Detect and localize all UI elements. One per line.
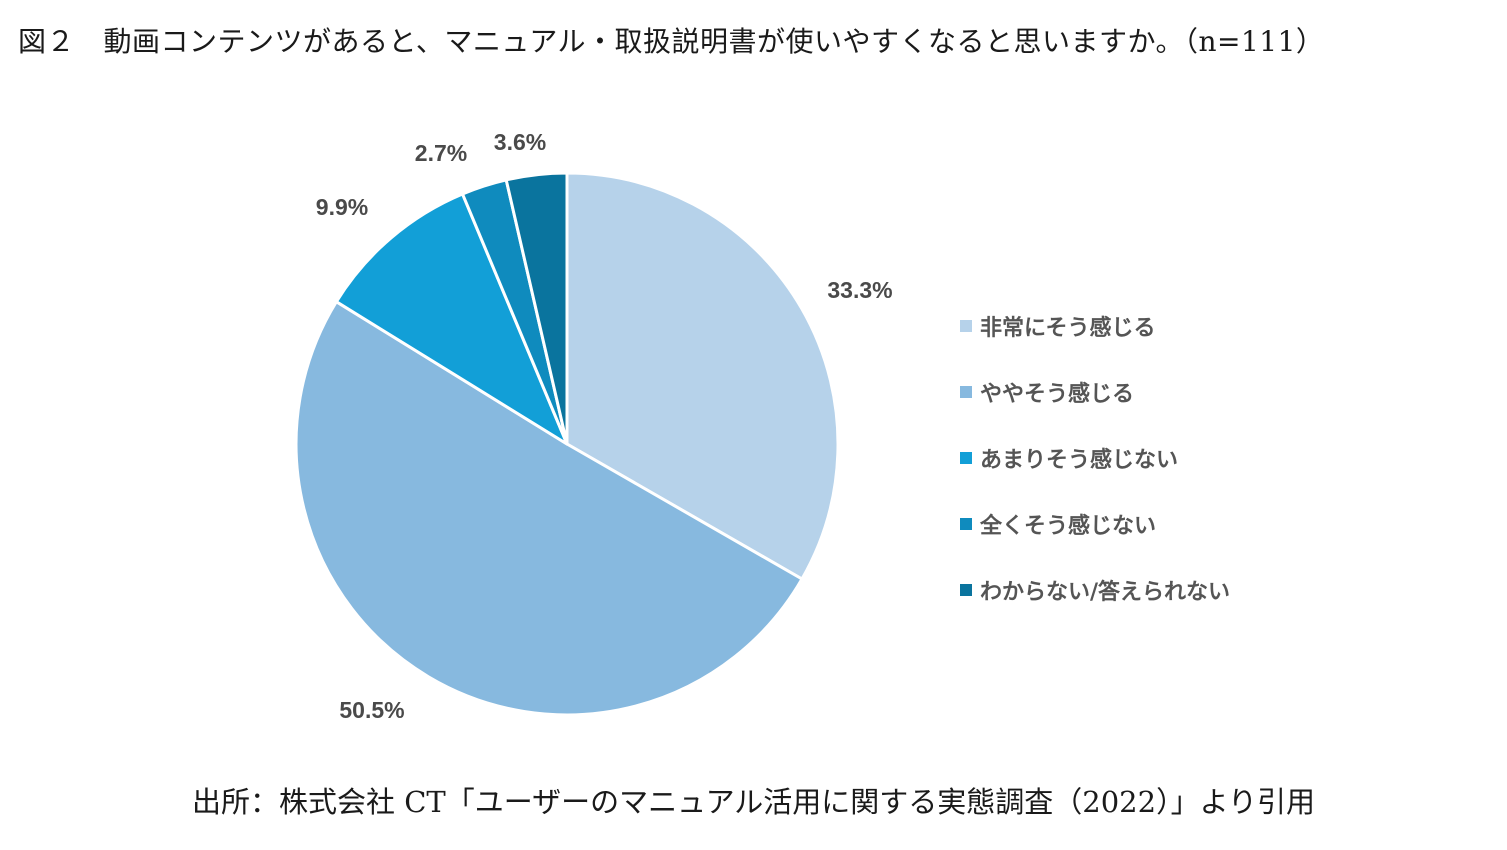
legend-item: ややそう感じる	[960, 359, 1230, 425]
slice-value-label: 2.7%	[415, 140, 467, 166]
pie-slice	[565, 171, 840, 581]
legend-label: あまりそう感じない	[980, 448, 1179, 473]
legend-label: わからない/答えられない	[980, 580, 1231, 605]
pie-slice	[334, 192, 569, 446]
pie-slices	[294, 171, 840, 717]
legend-item: 全くそう感じない	[960, 491, 1230, 557]
legend-item: 非常にそう感じる	[960, 293, 1230, 359]
slice-value-label: 33.3%	[827, 277, 892, 303]
legend-item: あまりそう感じない	[960, 425, 1230, 491]
slice-value-label: 50.5%	[339, 697, 404, 723]
legend-swatch	[960, 320, 972, 332]
legend-label: 非常にそう感じる	[980, 316, 1156, 341]
legend-item: わからない/答えられない	[960, 557, 1230, 623]
legend-label: ややそう感じる	[980, 382, 1135, 407]
pie-value-labels: 33.3% 50.5% 9.9% 2.7% 3.6%	[316, 129, 893, 723]
legend-label: 全くそう感じない	[980, 514, 1157, 539]
legend-swatch	[960, 518, 972, 530]
source-citation: 出所：株式会社 CT「ユーザーのマニュアル活用に関する実態調査（2022）」より…	[191, 785, 1316, 819]
legend-swatch	[960, 584, 972, 596]
legend-swatch	[960, 386, 972, 398]
slice-value-label: 9.9%	[316, 194, 368, 220]
slice-value-label: 3.6%	[494, 129, 546, 155]
pie-slice	[294, 300, 804, 717]
figure-title: 図２ 動画コンテンツがあると、マニュアル・取扱説明書が使いやすくなると思いますか…	[18, 25, 1325, 58]
legend-swatch	[960, 452, 972, 464]
pie-slice	[504, 171, 569, 446]
legend: 非常にそう感じる ややそう感じる あまりそう感じない 全くそう感じない わからな…	[960, 293, 1230, 623]
